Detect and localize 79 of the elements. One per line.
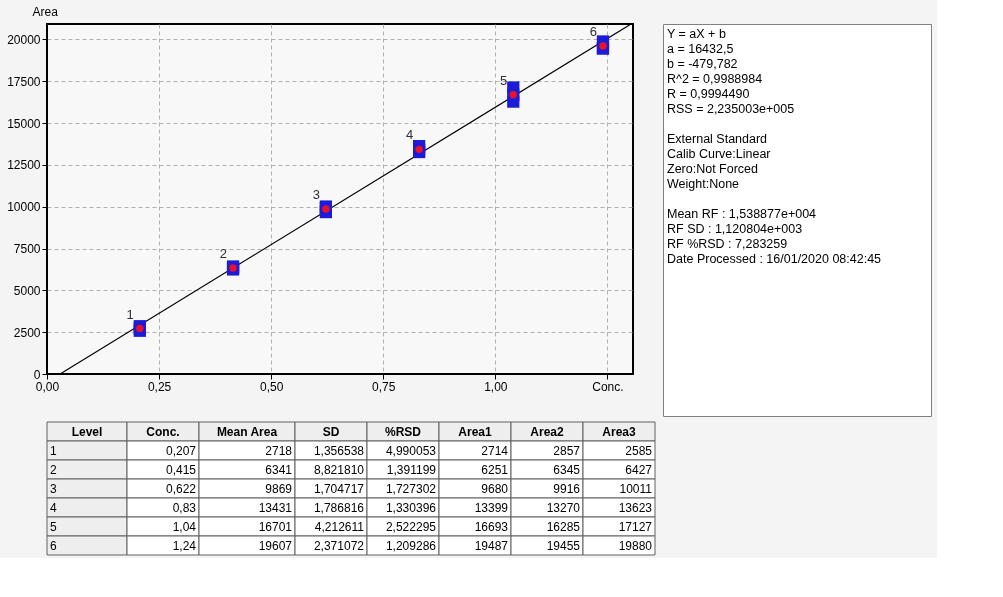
text: %RSD xyxy=(384,424,422,439)
text: 6341 xyxy=(265,462,293,477)
x-tick-label: 0,50 xyxy=(260,379,284,394)
text: Area1 xyxy=(458,424,492,439)
text: Mean Area xyxy=(216,424,278,439)
text: 9869 xyxy=(265,481,293,496)
text: 4,212611 xyxy=(314,519,365,534)
text: Conc. xyxy=(146,424,180,439)
text: 1,330396 xyxy=(385,500,437,515)
text: 16285 xyxy=(546,519,581,534)
x-tick-label: 0,25 xyxy=(147,379,172,394)
text: 6345 xyxy=(553,462,581,477)
text: 1,727302 xyxy=(385,481,437,496)
text: 8,821810 xyxy=(313,462,365,477)
text: Area3 xyxy=(602,424,636,439)
text: 1,786816 xyxy=(313,500,365,515)
text: 17127 xyxy=(618,519,653,534)
text: 0,415 xyxy=(165,462,197,477)
text: 13270 xyxy=(546,500,581,515)
text: 9680 xyxy=(481,481,509,496)
text: 0,622 xyxy=(165,481,197,496)
text: Area2 xyxy=(530,424,564,439)
text: 9916 xyxy=(553,481,581,496)
text: 2714 xyxy=(481,443,509,458)
text: 2585 xyxy=(625,443,653,458)
text: 1 xyxy=(50,443,57,458)
y-tick-label: 12500 xyxy=(7,158,41,173)
annotation: 3 xyxy=(312,186,320,202)
text: 1,209286 xyxy=(385,538,437,553)
text: 2857 xyxy=(553,443,581,458)
text: 4,990053 xyxy=(385,443,437,458)
text: 13399 xyxy=(474,500,509,515)
text: 1,391199 xyxy=(386,462,437,477)
y-tick-label: 10000 xyxy=(7,200,41,215)
text: 6251 xyxy=(481,462,509,477)
y-tick-label: 7500 xyxy=(13,242,41,257)
text: 16693 xyxy=(474,519,509,534)
x-tick-label: 0,75 xyxy=(372,379,396,394)
text: 19607 xyxy=(258,538,293,553)
text: 0,207 xyxy=(165,443,197,458)
text: 13623 xyxy=(618,500,653,515)
annotation: 5 xyxy=(500,72,508,88)
text: 10011 xyxy=(619,481,653,496)
text: 2 xyxy=(50,462,57,477)
text: 1,356538 xyxy=(313,443,365,458)
y-tick-label: 17500 xyxy=(7,74,41,89)
annotation: 6 xyxy=(589,24,597,40)
text: 1,704717 xyxy=(313,481,365,496)
text: 19487 xyxy=(474,538,509,553)
text: 6 xyxy=(50,538,57,553)
text: 19455 xyxy=(546,538,581,553)
text: 13431 xyxy=(258,500,293,515)
text: 16701 xyxy=(258,519,293,534)
text: 5 xyxy=(50,519,57,534)
y-tick-label: 20000 xyxy=(7,32,41,47)
text: 2718 xyxy=(265,443,293,458)
text: Y = aX + b a = 16432,5 b = -479,782 R^2 = 0,9988984 R = 0,9994490 RSS = 2,235003e+005 External Standard Calib Curve:Linear Zero:Not Forced Weight:None Mean RF : 1,538877e+004 RF SD : 1,120804e+003 RF %RSD : 7,283259 Date Processed : 16/01/2020 08:42:45 xyxy=(667,27,882,266)
text: 0,83 xyxy=(172,500,197,515)
x-tick-label: 0,00 xyxy=(35,379,60,394)
annotation: 2 xyxy=(219,245,228,261)
text: SD xyxy=(322,424,340,439)
text: 19880 xyxy=(618,538,653,553)
x-tick-label: Conc. xyxy=(592,379,624,394)
text: Level xyxy=(71,424,103,439)
y-tick-label: 2500 xyxy=(13,325,41,340)
text: 2,371072 xyxy=(313,538,365,553)
annotation: 4 xyxy=(405,127,414,143)
text: 1,04 xyxy=(172,519,197,534)
text: 4 xyxy=(50,500,57,515)
annotation: 1 xyxy=(126,306,134,322)
text: 3 xyxy=(50,481,57,496)
y-axis-title: Area xyxy=(32,4,59,19)
y-tick-label: 0 xyxy=(33,367,41,382)
text: 6427 xyxy=(625,462,653,477)
y-tick-label: 15000 xyxy=(7,116,41,131)
text: 1,24 xyxy=(172,538,197,553)
y-tick-label: 5000 xyxy=(13,283,41,298)
text: 2,522295 xyxy=(385,519,437,534)
x-tick-label: 1,00 xyxy=(484,379,508,394)
